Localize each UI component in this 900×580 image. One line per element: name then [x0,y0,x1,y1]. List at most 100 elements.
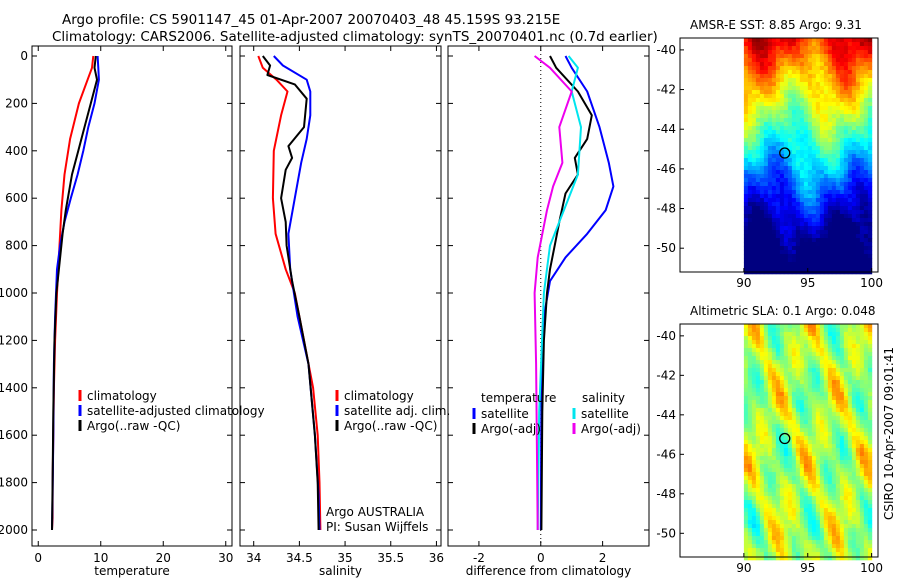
map-cell [751,336,757,341]
map-cell [771,324,777,329]
map-cell [751,186,757,191]
map-cell [851,512,857,517]
map-cell [743,452,749,457]
map-cell [859,556,865,561]
map-cell [783,130,789,135]
map-cell [835,396,841,401]
map-cell [819,548,825,553]
map-cell [779,460,785,465]
map-cell [823,150,829,155]
map-cell [755,456,761,461]
map-cell [819,238,825,243]
map-cell [823,440,829,445]
map-cell [755,324,761,329]
map-cell [819,424,825,429]
map-cell [803,432,809,437]
map-cell [827,348,833,353]
map-cell [767,58,773,63]
map-cell [867,376,873,381]
map-cell [747,126,753,131]
map-cell [747,54,753,59]
map-cell [791,388,797,393]
map-cell [787,74,793,79]
map-cell [795,158,801,163]
map-cell [747,246,753,251]
legend-header-temperature: temperature [481,391,556,405]
map-cell [823,448,829,453]
map-cell [819,468,825,473]
map-cell [743,352,749,357]
map-cell [803,82,809,87]
map-cell [819,114,825,119]
map-cell [859,544,865,549]
map-cell [847,492,853,497]
map-cell [823,524,829,529]
map-cell [791,62,797,67]
map-cell [839,90,845,95]
map-cell [803,250,809,255]
map-cell [867,114,873,119]
map-cell [751,166,757,171]
map-cell [819,328,825,333]
map-cell [831,210,837,215]
map-cell [775,344,781,349]
map-cell [763,540,769,545]
map-cell [831,78,837,83]
map-cell [831,528,837,533]
map-cell [819,516,825,521]
map-cell [827,424,833,429]
map-cell [799,420,805,425]
map-cell [815,324,821,329]
map-cell [823,242,829,247]
map-cell [763,416,769,421]
map-cell [855,90,861,95]
map-cell [815,162,821,167]
map-cell [783,266,789,271]
map-cell [791,492,797,497]
legend-label: satellite-adjusted climatology [87,404,265,418]
map-cell [743,246,749,251]
map-cell [799,50,805,55]
map-cell [839,368,845,373]
map-cell [779,324,785,329]
map-cell [867,552,873,557]
map-cell [835,524,841,529]
map-cell [851,142,857,147]
map-cell [743,250,749,255]
map-cell [847,532,853,537]
map-cell [831,412,837,417]
map-cell [803,424,809,429]
map-cell [783,206,789,211]
map-cell [779,222,785,227]
map-cell [847,476,853,481]
map-cell [763,138,769,143]
map-cell [767,250,773,255]
map-cell [787,324,793,329]
map-cell [751,94,757,99]
map-cell [867,98,873,103]
map-cell [751,130,757,135]
map-cell [771,484,777,489]
map-cell [795,540,801,545]
map-cell [867,138,873,143]
map-cell [843,150,849,155]
map-cell [799,364,805,369]
map-cell [839,250,845,255]
map-x-tick-label: 95 [800,276,815,290]
map-cell [755,452,761,457]
map-cell [767,420,773,425]
map-cell [747,258,753,263]
map-cell [811,38,817,43]
map-cell [795,190,801,195]
series-line-2 [51,55,100,531]
map-cell [751,420,757,425]
map-cell [819,66,825,71]
map-cell [839,174,845,179]
map-cell [747,556,753,561]
map-cell [831,504,837,509]
map-cell [859,102,865,107]
map-cell [863,552,869,557]
map-cell [867,178,873,183]
map-cell [751,536,757,541]
map-cell [815,404,821,409]
